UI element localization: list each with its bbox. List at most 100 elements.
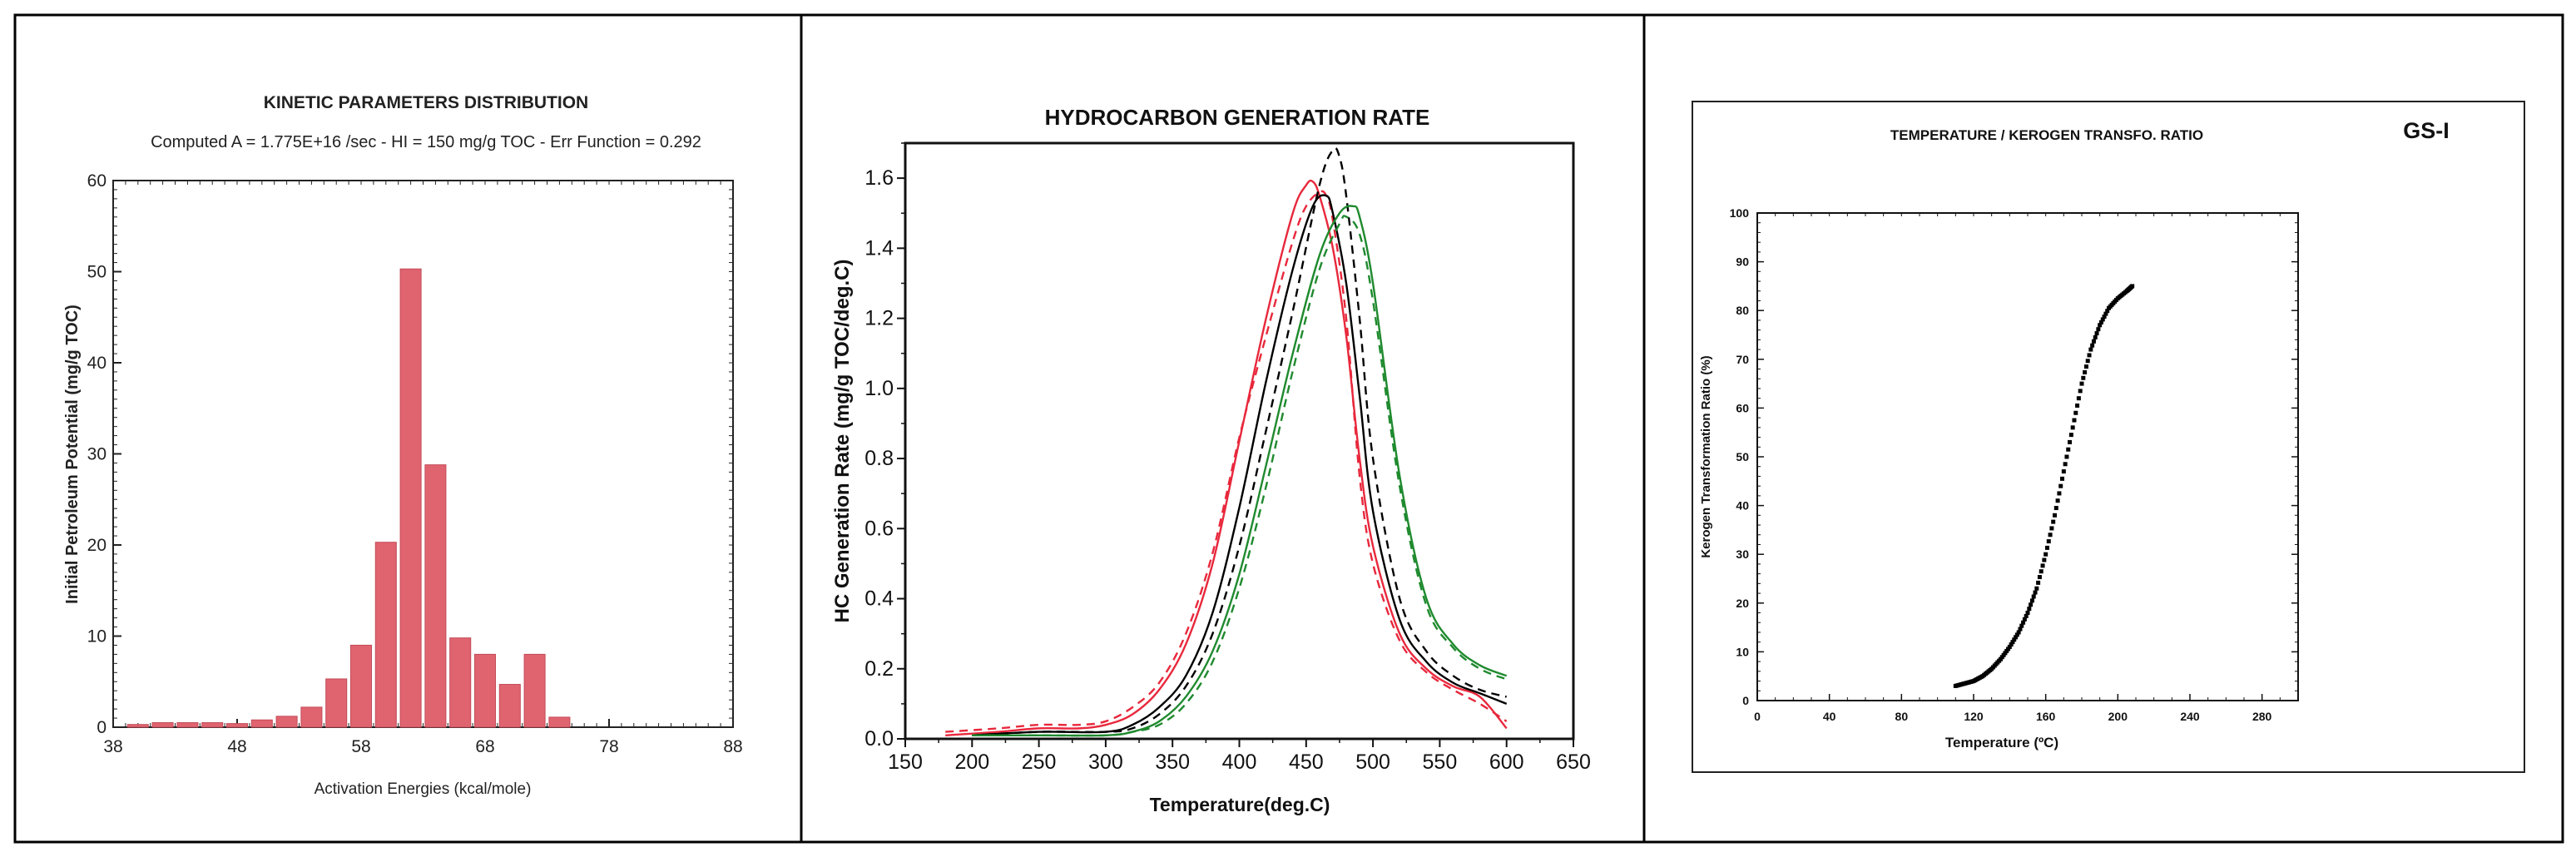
hc-generation-rate-chart: HYDROCARBON GENERATION RATE 150 200 250 300…	[831, 105, 1591, 815]
p3-data-point	[2018, 627, 2023, 632]
p2-series-line-6	[972, 215, 1508, 737]
kinetic-parameters-chart: KINETIC PARAMETERS DISTRIBUTION Computed…	[63, 93, 743, 798]
p3-data-point	[2016, 630, 2021, 635]
p1-bar	[225, 723, 249, 728]
p3-data-point	[2130, 284, 2135, 289]
p2-x-tick-label: 650	[1556, 750, 1591, 774]
p1-y-tick-label: 0	[97, 718, 107, 737]
p2-y-tick-label: 0.0	[864, 727, 894, 750]
p3-data-point	[2010, 640, 2015, 645]
p3-plot-area	[1756, 212, 2299, 701]
p3-data-point	[2058, 483, 2063, 488]
p3-data-point	[2042, 557, 2047, 562]
p2-y-tick-label: 0.8	[864, 447, 894, 470]
p3-data-point	[2049, 526, 2054, 531]
p3-data-point	[2075, 403, 2080, 408]
p3-data-point	[2029, 598, 2034, 603]
p3-data-point	[2040, 563, 2045, 568]
p1-bar	[399, 268, 422, 728]
p3-data-point	[2063, 462, 2068, 467]
p3-y-axis-label: Kerogen Transformation Ratio (%)	[1699, 355, 1713, 557]
p3-data-point	[2012, 637, 2017, 642]
p3-data-point	[2019, 623, 2024, 628]
p3-x-tick-label: 0	[1754, 710, 1761, 723]
p3-y-tick-label: 30	[1736, 547, 1749, 561]
p3-y-tick-label: 10	[1736, 645, 1749, 658]
p3-data-point	[2098, 323, 2103, 328]
p3-data-point	[2070, 425, 2075, 430]
p2-series-line-5	[972, 205, 1508, 737]
p2-x-tick-label: 350	[1155, 750, 1190, 774]
p3-data-point	[2079, 381, 2084, 386]
p2-x-tick-label: 150	[888, 750, 923, 774]
p1-bar	[176, 722, 199, 728]
p3-x-tick-label: 120	[1964, 710, 1984, 723]
p3-data-point	[2085, 359, 2090, 364]
p3-data-point	[2021, 620, 2026, 625]
p3-data-point	[2093, 334, 2098, 339]
p1-y-tick-label: 40	[87, 354, 107, 373]
p3-x-tick-label: 80	[1895, 710, 1909, 723]
p3-x-tick-label: 160	[2036, 710, 2056, 723]
p3-x-axis-label: Temperature (ºC)	[1945, 735, 2058, 750]
p2-y-tick-label: 0.2	[864, 657, 894, 681]
p2-y-axis-label: HC Generation Rate (mg/g TOC/deg.C)	[831, 260, 854, 623]
p1-x-tick-label: 68	[475, 737, 494, 756]
p3-tag: GS-I	[2403, 118, 2450, 143]
p1-subtitle: Computed A = 1.775E+16 /sec - HI = 150 m…	[151, 133, 701, 151]
p3-data-point	[2053, 506, 2058, 511]
p3-data-point	[2033, 590, 2038, 595]
p3-data-point	[2094, 331, 2099, 336]
p2-x-tick-label: 550	[1423, 750, 1458, 774]
p1-bar	[275, 716, 298, 728]
p3-x-tick-label: 200	[2108, 710, 2128, 723]
p3-y-tick-label: 90	[1736, 255, 1749, 269]
p3-data-point	[2051, 519, 2056, 524]
p3-data-point	[2048, 533, 2053, 537]
p2-x-tick-label: 400	[1222, 750, 1257, 774]
p1-title: KINETIC PARAMETERS DISTRIBUTION	[264, 93, 588, 112]
p3-data-point	[2068, 439, 2073, 444]
p3-data-point	[2009, 642, 2014, 647]
p3-y-tick-label: 60	[1736, 401, 1749, 414]
p1-y-tick-label: 20	[87, 536, 107, 555]
p3-data-point	[2046, 539, 2051, 544]
p2-x-tick-label: 450	[1289, 750, 1324, 774]
p3-data-point	[2024, 613, 2029, 618]
p1-x-tick-label: 38	[103, 737, 122, 756]
p3-data-point	[2036, 580, 2041, 585]
p2-series-line-3	[972, 194, 1508, 736]
p1-y-tick-label: 30	[87, 445, 107, 464]
p3-y-tick-label: 20	[1736, 597, 1749, 610]
p3-data-point	[2083, 364, 2088, 369]
p3-data-point	[2096, 327, 2101, 332]
p3-data-point	[2066, 447, 2071, 452]
p1-x-tick-label: 88	[723, 737, 742, 756]
p3-y-tick-label: 40	[1736, 499, 1749, 513]
p1-x-axis-label: Activation Energies (kcal/mole)	[315, 780, 532, 798]
p2-x-tick-label: 300	[1088, 750, 1123, 774]
p3-data-point	[2105, 309, 2110, 314]
p3-data-point	[2061, 469, 2066, 474]
p2-y-tick-label: 0.6	[864, 517, 894, 540]
p1-bar	[424, 464, 447, 728]
p3-y-tick-label: 50	[1736, 450, 1749, 463]
p1-bar	[201, 722, 224, 728]
p3-data-point	[2044, 545, 2049, 550]
p1-bar	[498, 684, 521, 728]
p1-y-tick-label: 10	[87, 627, 107, 646]
p3-data-point	[2053, 513, 2057, 518]
p1-y-axis-label: Initial Petroleum Potential (mg/g TOC)	[63, 305, 82, 604]
p2-y-tick-label: 1.2	[864, 307, 894, 330]
p3-data-point	[2083, 369, 2088, 374]
p2-series-line-4	[972, 146, 1508, 736]
p1-bar	[151, 722, 174, 728]
p1-x-tick-label: 58	[351, 737, 370, 756]
p2-x-tick-label: 500	[1355, 750, 1390, 774]
p1-y-tick-label: 60	[87, 171, 107, 191]
p2-y-tick-label: 0.4	[864, 587, 894, 611]
p1-bar	[325, 678, 348, 728]
p1-plot-area	[112, 180, 734, 728]
p3-data-point	[2102, 315, 2107, 320]
p2-x-tick-label: 250	[1022, 750, 1057, 774]
